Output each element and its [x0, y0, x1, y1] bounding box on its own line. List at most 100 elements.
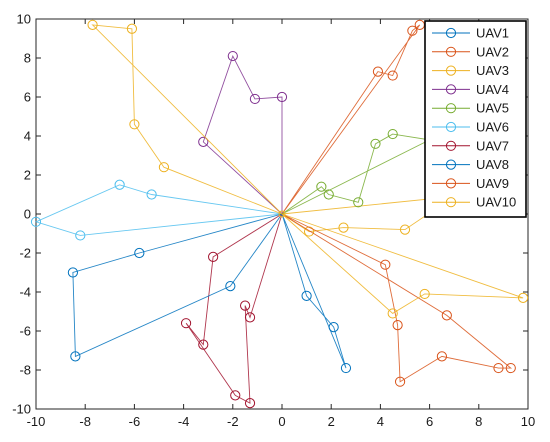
data-point: [323, 189, 334, 200]
data-point: [505, 362, 516, 374]
x-tick-label: 8: [475, 414, 482, 429]
legend-label: UAV4: [476, 82, 509, 97]
series-uav10: [87, 19, 529, 319]
legend-item: UAV7: [432, 138, 509, 153]
legend-label: UAV6: [476, 120, 509, 135]
data-point: [353, 197, 364, 208]
data-point: [301, 290, 312, 301]
x-tick-label: -2: [227, 414, 239, 429]
data-point: [227, 50, 238, 62]
y-tick-label: -2: [19, 246, 31, 261]
legend-marker: [445, 140, 457, 151]
data-point: [316, 181, 327, 192]
series-line: [281, 213, 513, 383]
y-tick-label: -10: [12, 402, 31, 417]
data-point: [158, 162, 170, 173]
series-line: [72, 213, 283, 358]
legend-item: UAV9: [432, 176, 509, 191]
data-point: [126, 23, 138, 34]
data-point: [208, 251, 219, 262]
data-point: [67, 267, 79, 278]
legend-marker: [445, 121, 457, 133]
data-point: [436, 351, 447, 362]
legend-item: UAV1: [432, 26, 509, 41]
series-uav1: [281, 213, 352, 374]
legend-label: UAV2: [476, 44, 509, 59]
legend-marker: [445, 84, 457, 95]
data-point: [198, 136, 209, 147]
legend-label: UAV8: [476, 157, 509, 172]
y-tick-label: 6: [24, 90, 31, 105]
data-point: [517, 292, 529, 303]
data-point: [249, 93, 261, 105]
x-tick-label: -8: [79, 414, 91, 429]
origin-point: [278, 210, 286, 218]
series-line: [91, 24, 524, 314]
series-uav4: [198, 50, 288, 215]
data-point: [30, 216, 42, 227]
y-tick-label: -4: [19, 285, 31, 300]
data-point: [370, 138, 381, 149]
data-point: [114, 179, 125, 190]
series-line: [281, 213, 347, 369]
y-tick-label: -6: [19, 324, 31, 339]
x-tick-label: 2: [328, 414, 335, 429]
data-point: [407, 25, 418, 36]
data-point: [230, 390, 241, 401]
y-tick-label: 4: [24, 129, 31, 144]
legend: UAV1 UAV2 UAV3 UAV4 UAV5 UAV6 UAV7 UAV8 UAV9 UAV1…: [424, 20, 527, 218]
y-tick-label: 2: [24, 168, 31, 183]
data-point: [198, 339, 209, 350]
data-point: [372, 66, 384, 77]
data-point: [340, 362, 352, 374]
legend-label: UAV3: [476, 63, 509, 78]
y-tick-label: 0: [24, 207, 31, 222]
y-tick-label: 10: [17, 12, 31, 27]
data-point: [244, 398, 256, 409]
data-point: [394, 376, 406, 387]
x-tick-label: 6: [426, 414, 433, 429]
series-line: [34, 184, 283, 236]
legend-item: UAV5: [432, 101, 509, 116]
x-tick-label: -4: [178, 414, 190, 429]
series-line: [281, 24, 421, 215]
legend-marker: [445, 46, 457, 57]
data-point: [441, 310, 452, 321]
x-tick-label: 4: [377, 414, 384, 429]
legend-item: UAV6: [432, 120, 509, 135]
data-point: [75, 230, 86, 241]
legend-item: UAV3: [432, 63, 509, 78]
x-tick-label: 0: [278, 414, 285, 429]
y-tick-label: 8: [24, 51, 31, 66]
data-point: [338, 222, 349, 233]
data-point: [225, 281, 236, 292]
data-point: [146, 189, 157, 200]
legend-marker: [445, 103, 457, 114]
legend-box: [424, 20, 527, 218]
data-point: [240, 300, 251, 311]
x-tick-label: -10: [27, 414, 46, 429]
data-point: [87, 19, 98, 30]
data-point: [387, 128, 398, 140]
legend-marker: [445, 159, 457, 170]
data-point: [387, 70, 398, 81]
data-point: [129, 119, 140, 130]
y-tick-label: -8: [19, 363, 31, 378]
data-point: [387, 308, 398, 319]
legend-item: UAV4: [432, 82, 509, 97]
series-line: [281, 133, 432, 215]
legend-label: UAV10: [476, 195, 516, 210]
legend-item: UAV2: [432, 44, 509, 59]
data-point: [134, 247, 145, 259]
series-uav9: [281, 213, 516, 387]
series-line: [202, 54, 283, 215]
legend-label: UAV1: [476, 26, 509, 41]
data-point: [392, 320, 403, 331]
data-point: [328, 322, 339, 333]
legend-marker: [445, 27, 457, 39]
legend-label: UAV9: [476, 176, 509, 191]
x-tick-label: 10: [521, 414, 535, 429]
series-uav7: [180, 213, 283, 409]
data-point: [380, 259, 391, 270]
